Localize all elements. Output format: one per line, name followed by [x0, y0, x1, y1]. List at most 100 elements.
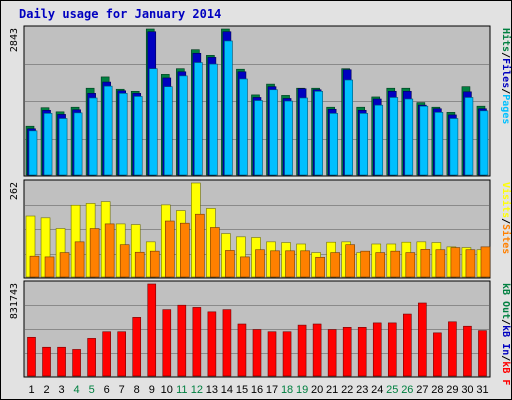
bar-sites	[450, 247, 461, 278]
bar-kb-f	[27, 336, 36, 377]
bar-kb-f	[357, 327, 367, 377]
bar-sites	[225, 250, 235, 278]
bar-pages	[179, 75, 188, 176]
bar-sites	[375, 252, 386, 278]
bar-kb-f	[463, 325, 472, 377]
x-tick-label: 31	[476, 384, 488, 396]
bar-pages	[464, 97, 474, 176]
bar-sites	[74, 241, 85, 278]
x-tick-label: 20	[311, 384, 323, 396]
bar-kb-f	[147, 283, 157, 377]
bar-kb-f	[403, 313, 412, 377]
bar-sites	[134, 251, 145, 278]
legend-separator: /	[500, 355, 511, 361]
bar-pages	[239, 78, 248, 176]
bar-kb-f	[177, 304, 187, 377]
legend-separator: /	[500, 88, 511, 94]
x-tick-label: 26	[401, 384, 413, 396]
legend-item: Pages	[500, 94, 511, 124]
bar-pages	[28, 130, 38, 176]
x-tick-label: 7	[119, 384, 125, 396]
bar-sites	[89, 228, 100, 278]
bar-pages	[479, 110, 489, 176]
x-tick-label: 30	[461, 384, 473, 396]
bar-kb-f	[342, 327, 352, 377]
bar-pages	[449, 118, 459, 176]
bar-pages	[194, 62, 203, 176]
x-tick-label: 2	[43, 384, 49, 396]
x-tick-label: 22	[341, 384, 353, 396]
legend-visits_sites: Visits/Sites	[500, 182, 512, 254]
legend-item: Visits	[500, 182, 512, 218]
bar-pages	[133, 96, 143, 176]
bar-pages	[73, 112, 83, 176]
bar-sites	[480, 246, 491, 278]
bar-sites	[210, 227, 220, 278]
bar-pages	[103, 85, 113, 176]
bar-kb-f	[282, 331, 292, 377]
bar-pages	[269, 89, 278, 176]
bar-pages	[209, 63, 218, 176]
x-tick-label: 14	[221, 384, 233, 396]
bar-kb-f	[327, 329, 337, 377]
bar-pages	[88, 97, 98, 176]
bar-sites	[195, 213, 205, 278]
bar-sites	[29, 255, 40, 278]
legend-hits_files_pages: Hits/Files/Pages	[500, 28, 512, 124]
x-tick-label: 15	[236, 384, 248, 396]
bar-kb-f	[433, 332, 442, 377]
bar-kb-f	[252, 329, 262, 377]
bar-sites	[300, 250, 310, 278]
x-tick-label: 16	[251, 384, 263, 396]
x-tick-label: 11	[176, 384, 187, 396]
bar-pages	[329, 113, 338, 176]
bar-sites	[465, 249, 476, 278]
x-tick-label: 27	[416, 384, 428, 396]
bar-pages	[284, 100, 293, 176]
y-max-label: 2843	[9, 28, 20, 52]
bar-kb-f	[237, 323, 247, 377]
bar-sites	[345, 244, 355, 278]
bar-kb-f	[117, 331, 126, 377]
bar-pages	[314, 90, 323, 176]
bar-kb-f	[162, 309, 172, 377]
bar-sites	[119, 244, 130, 278]
legend-item: Sites	[500, 224, 512, 254]
bar-pages	[299, 97, 308, 176]
bar-sites	[420, 249, 431, 278]
bar-pages	[404, 98, 414, 176]
x-tick-label: 28	[431, 384, 443, 396]
legend-kbytes: kB Out/kB In/kB F	[500, 283, 511, 385]
legend-item: Hits	[500, 28, 512, 52]
x-tick-label: 25	[386, 384, 398, 396]
bar-sites	[285, 250, 295, 278]
x-tick-label: 19	[296, 384, 308, 396]
bar-sites	[104, 223, 115, 278]
bar-kb-f	[72, 349, 81, 377]
bar-sites	[44, 256, 55, 278]
bar-sites	[360, 250, 371, 278]
bar-kb-f	[207, 311, 217, 377]
bar-kb-f	[448, 321, 457, 377]
bar-pages	[419, 105, 429, 176]
bar-kb-f	[372, 322, 382, 377]
bar-sites	[435, 249, 446, 278]
y-max-label: 831743	[9, 283, 20, 319]
bar-pages	[224, 40, 233, 176]
bar-sites	[164, 220, 175, 278]
bar-kb-f	[132, 317, 142, 377]
x-tick-label: 24	[371, 384, 383, 396]
bar-kb-f	[102, 331, 111, 377]
bar-pages	[359, 113, 369, 176]
bar-kb-f	[478, 330, 487, 377]
bar-pages	[389, 97, 399, 176]
x-tick-label: 17	[266, 384, 278, 396]
bar-kb-f	[222, 309, 232, 377]
y-max-label: 262	[9, 182, 20, 200]
bar-pages	[374, 104, 384, 176]
bar-kb-f	[387, 322, 397, 377]
bar-pages	[58, 118, 68, 176]
bar-kb-f	[297, 324, 307, 377]
bar-sites	[149, 250, 160, 278]
x-tick-label: 21	[326, 384, 338, 396]
